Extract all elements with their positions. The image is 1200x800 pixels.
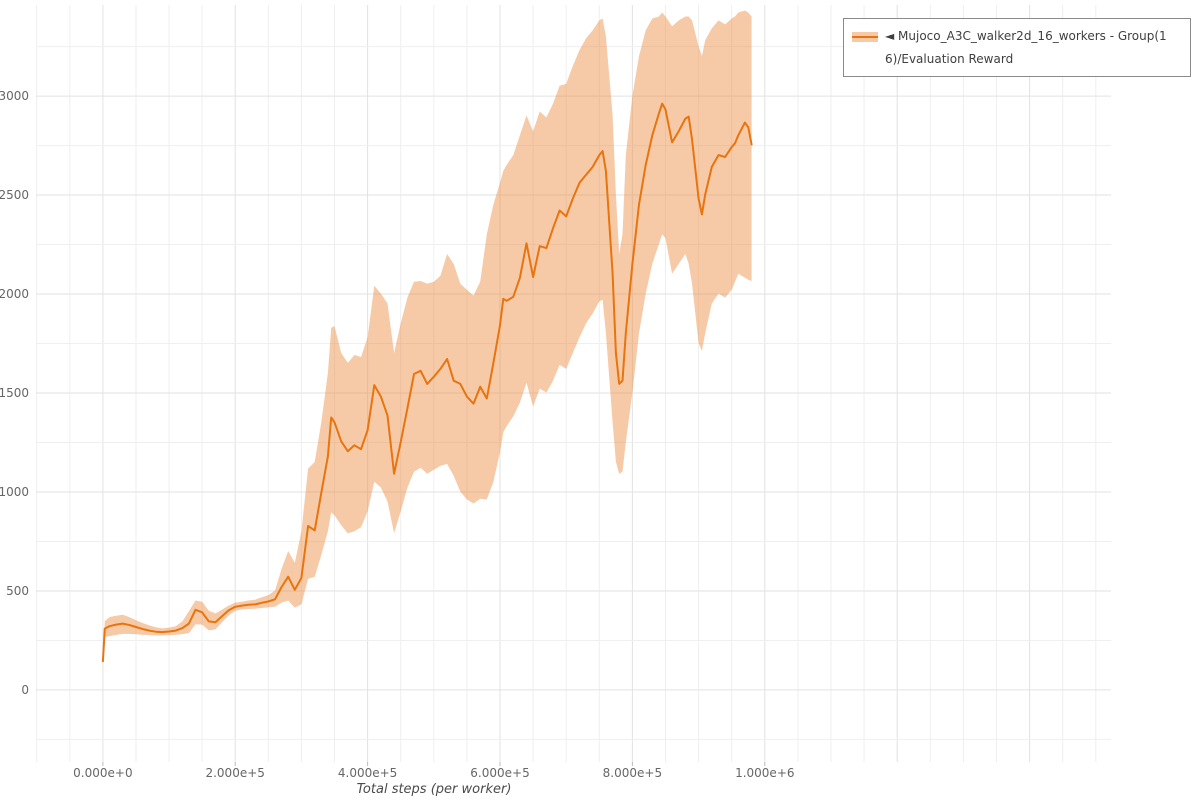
svg-text:2000: 2000	[0, 287, 29, 301]
legend-label: ◄ Mujoco_A3C_walker2d_16_workers - Group…	[885, 29, 1167, 66]
svg-text:2500: 2500	[0, 188, 29, 202]
svg-text:0: 0	[21, 683, 29, 697]
legend[interactable]: ◄ Mujoco_A3C_walker2d_16_workers - Group…	[843, 18, 1191, 77]
svg-text:1.000e+6: 1.000e+6	[735, 766, 794, 780]
svg-text:500: 500	[6, 584, 29, 598]
svg-text:8.000e+5: 8.000e+5	[603, 766, 662, 780]
svg-text:0.000e+0: 0.000e+0	[73, 766, 132, 780]
svg-text:2.000e+5: 2.000e+5	[205, 766, 264, 780]
svg-text:3000: 3000	[0, 89, 29, 103]
svg-text:1000: 1000	[0, 485, 29, 499]
svg-text:4.000e+5: 4.000e+5	[338, 766, 397, 780]
x-axis-label: Total steps (per worker)	[356, 782, 512, 797]
svg-text:6.000e+5: 6.000e+5	[470, 766, 529, 780]
legend-series-swatch-icon	[852, 30, 878, 44]
svg-text:1500: 1500	[0, 386, 29, 400]
